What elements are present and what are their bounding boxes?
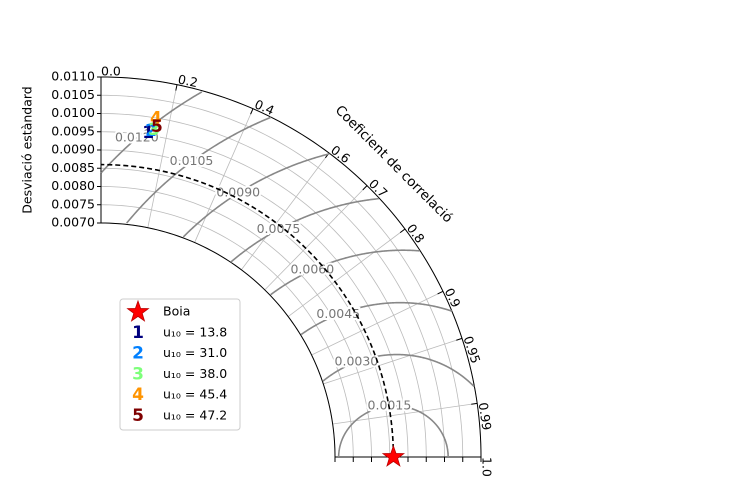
legend-label: u₁₀ = 31.0: [163, 345, 227, 360]
grid-arc: [100, 113, 445, 458]
frame-outer: [100, 76, 482, 458]
rmsd-contour: [100, 91, 203, 174]
grid-radial: [241, 152, 330, 271]
rmsd-contour: [300, 301, 453, 336]
rmsd-contour: [126, 116, 272, 224]
grid-radial: [147, 84, 178, 228]
reference-arc: [100, 163, 395, 458]
rmsd-contour: [270, 249, 420, 296]
legend: Boia 1 u₁₀ = 13.8 2 u₁₀ = 31.0 3 u₁₀ = 38.0 4 u₁…: [119, 298, 241, 431]
angle-tick: [362, 185, 368, 191]
y-tick-label: 0.0110: [51, 69, 95, 84]
rmsd-contour: [322, 353, 475, 388]
reference-marker: [381, 444, 406, 467]
rmsd-label: 0.0075: [257, 221, 301, 236]
legend-label: u₁₀ = 47.2: [163, 407, 227, 422]
angle-tick: [471, 402, 478, 405]
data-marker: 1: [142, 123, 154, 143]
grid-arc: [100, 149, 409, 458]
y-tick-label: 0.0095: [51, 123, 95, 138]
angle-tick: [437, 290, 444, 295]
grid-radial: [194, 108, 254, 243]
rmsd-label: 0.0090: [216, 185, 260, 200]
legend-marker: 5: [132, 406, 144, 426]
legend-marker: 3: [132, 364, 144, 384]
angle-tick: [456, 337, 463, 341]
data-marker: 5: [151, 117, 163, 137]
angle-tick: [399, 228, 406, 234]
y-tick-label: 0.0100: [51, 105, 95, 120]
legend-marker: 1: [132, 323, 144, 343]
legend-box: [119, 298, 241, 431]
grid-radial: [323, 337, 463, 385]
data-marker: 3: [148, 120, 160, 140]
y-tick-label: 0.0090: [51, 142, 95, 157]
rmsd-label: 0.0030: [335, 353, 379, 368]
y-tick-label: 0.0080: [51, 178, 95, 193]
legend-label: u₁₀ = 38.0: [163, 366, 227, 381]
rmsd-label: 0.0060: [290, 262, 334, 277]
angle-tick: [175, 84, 178, 91]
legend-label: Boia: [163, 304, 190, 319]
rmsd-contour: [230, 197, 379, 263]
rmsd-label: 0.0045: [316, 306, 360, 321]
legend-label: u₁₀ = 45.4: [163, 387, 227, 402]
y-tick-label: 0.0105: [51, 87, 95, 102]
grid-arc: [100, 186, 372, 458]
y-tick-label: 0.0070: [51, 215, 95, 230]
rmsd-label: 0.0105: [170, 153, 214, 168]
legend-marker: [126, 299, 150, 322]
rmsd-label: 0.0120: [115, 129, 159, 144]
grid-radial: [287, 228, 406, 317]
y-tick-label: 0.0075: [51, 196, 95, 211]
angle-axis-label: Coeficient de correlació: [332, 102, 456, 226]
angle-tick: [250, 108, 254, 115]
rmsd-contour: [337, 405, 449, 457]
grid-arc: [100, 204, 354, 458]
data-marker: 4: [150, 108, 162, 128]
grid-arc: [100, 167, 391, 458]
y-tick-label: 0.0085: [51, 160, 95, 175]
frame-inner: [100, 222, 336, 458]
rmsd-contour: [182, 152, 330, 238]
legend-marker: 4: [132, 385, 144, 405]
angle-tick-label: 0.9: [442, 285, 464, 309]
angle-tick-label: 0.99: [476, 401, 495, 431]
data-marker: 2: [145, 121, 157, 141]
angle-tick-label: 0.95: [461, 334, 484, 365]
angle-tick-label: 0.4: [252, 96, 276, 118]
angle-tick-label: 0.8: [404, 221, 428, 246]
grid-radial: [311, 291, 444, 356]
angle-tick-label: 0.0: [101, 64, 121, 79]
grid-arc: [100, 131, 427, 458]
angle-tick-label: 1.0: [480, 457, 495, 477]
legend-marker: 2: [132, 344, 144, 364]
y-axis-label: Desviació estàndard: [20, 86, 35, 213]
legend-label: u₁₀ = 13.8: [163, 325, 227, 340]
